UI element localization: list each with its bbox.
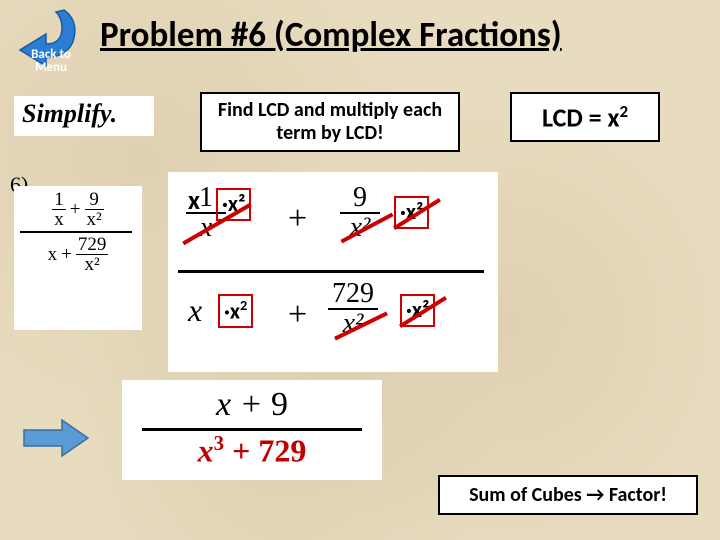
instruction-text: Find LCD and multiply each term by LCD! bbox=[202, 99, 458, 145]
simplify-panel: Simplify. bbox=[14, 96, 154, 136]
x2-box-3: ·x2 bbox=[218, 294, 253, 328]
sum-of-cubes-box: Sum of Cubes → Factor! bbox=[438, 475, 698, 515]
arrow-icon bbox=[22, 418, 92, 458]
back-label: Back to Menu bbox=[18, 48, 84, 74]
original-complex-fraction: 1x + 9x² x + 729x² bbox=[20, 190, 136, 274]
work-main-bar bbox=[178, 270, 484, 273]
x-annotation: x bbox=[188, 184, 200, 216]
result-fraction: x + 9 x3 + 729 bbox=[122, 380, 382, 480]
page-title: Problem #6 (Complex Fractions) bbox=[100, 14, 562, 56]
sum-text: Sum of Cubes → Factor! bbox=[469, 483, 667, 507]
work-panel: 1x x ·x² + 9x² ·x² x ·x2 + 729x² ·x² bbox=[168, 172, 498, 372]
result-panel: x + 9 x3 + 729 bbox=[122, 380, 382, 480]
original-fraction-panel: 1x + 9x² x + 729x² bbox=[14, 186, 142, 330]
plus-1: + bbox=[288, 200, 307, 238]
back-to-menu-button[interactable]: Back to Menu bbox=[6, 2, 86, 74]
lcd-box: LCD = x2 bbox=[510, 92, 660, 142]
instruction-box: Find LCD and multiply each term by LCD! bbox=[200, 92, 460, 152]
lcd-text: LCD = x2 bbox=[542, 101, 628, 134]
plus-2: + bbox=[288, 296, 307, 334]
simplify-label: Simplify. bbox=[14, 96, 154, 129]
work-term-x: x bbox=[188, 292, 202, 329]
